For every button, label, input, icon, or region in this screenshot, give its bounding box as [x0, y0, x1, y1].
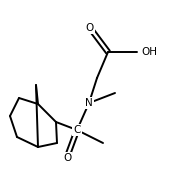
Text: N: N [85, 98, 93, 108]
Text: O: O [86, 23, 94, 33]
Text: C: C [73, 125, 81, 135]
Text: OH: OH [141, 47, 157, 57]
Text: O: O [63, 153, 71, 163]
